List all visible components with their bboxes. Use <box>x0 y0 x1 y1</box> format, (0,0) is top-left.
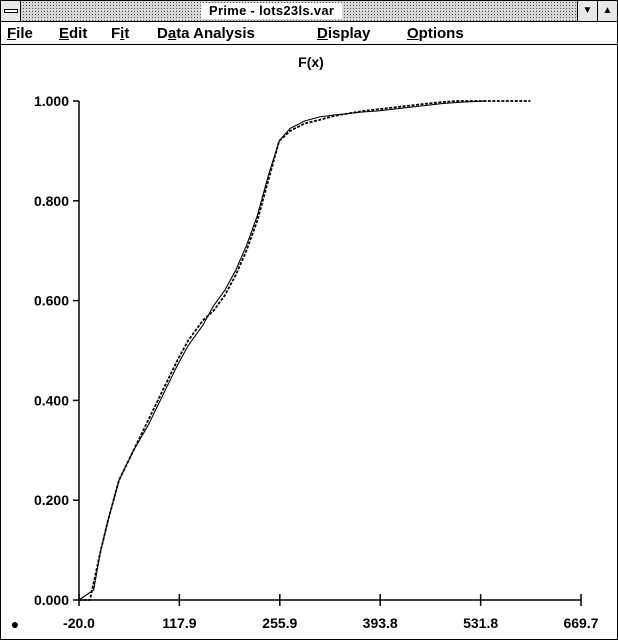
y-tick-label: 0.200 <box>34 492 69 508</box>
fitted-cdf-line <box>78 100 487 601</box>
menu-display-accelerator: D <box>317 25 328 42</box>
menu-file-accelerator: F <box>7 25 17 42</box>
y-tick-label: 0.400 <box>34 392 69 408</box>
menu-fit-rest: t <box>124 25 130 42</box>
menu-data-analysis-rest: ta Analysis <box>176 25 255 42</box>
x-tick-label: 255.9 <box>262 615 297 631</box>
bullet-marker-icon: ● <box>11 616 19 632</box>
menu-file[interactable]: File <box>7 25 33 42</box>
window-title: Prime - lots23ls.var <box>201 3 343 19</box>
menu-edit-rest: dit <box>69 25 88 42</box>
menu-display-rest: isplay <box>327 25 371 42</box>
x-tick-label: -20.0 <box>63 615 95 631</box>
minimize-icon[interactable]: ▼ <box>577 1 597 21</box>
chart-area: F(x) 0.000 0.200 0.400 0.600 0.800 1.000 -20.… <box>1 45 617 639</box>
x-tick-label: 117.9 <box>162 615 196 631</box>
menu-fit-accelerator: i <box>120 25 125 42</box>
system-menu-bar-glyph <box>4 9 18 13</box>
menu-bar: File Edit Fit Data Analysis Display Opti… <box>1 22 617 45</box>
title-bar[interactable]: Prime - lots23ls.var ▼ ▲ <box>1 1 617 22</box>
cdf-chart: F(x) 0.000 0.200 0.400 0.600 0.800 1.000 -20.… <box>11 54 599 632</box>
empirical-cdf-line <box>79 100 531 601</box>
y-tick-group: 0.000 0.200 0.400 0.600 0.800 1.000 <box>34 93 79 608</box>
menu-data-analysis-pre: D <box>157 25 168 42</box>
y-tick-label: 0.600 <box>34 293 69 309</box>
system-menu-icon[interactable] <box>1 1 21 21</box>
chart-title: F(x) <box>298 54 324 70</box>
y-tick-label: 1.000 <box>34 93 69 109</box>
menu-fit-pre: F <box>111 25 121 42</box>
menu-options[interactable]: Options <box>407 25 464 42</box>
menu-options-rest: ptions <box>418 25 464 42</box>
menu-data-analysis-accelerator: a <box>167 25 177 42</box>
y-tick-label: 0.800 <box>34 193 69 209</box>
menu-file-rest: ile <box>16 25 33 42</box>
menu-edit-accelerator: E <box>59 25 70 42</box>
menu-data-analysis[interactable]: Data Analysis <box>157 25 255 42</box>
menu-display[interactable]: Display <box>317 25 370 42</box>
menu-options-accelerator: O <box>407 25 419 42</box>
x-tick-group: -20.0 117.9 255.9 393.8 531.8 669.7 <box>63 594 599 631</box>
maximize-icon[interactable]: ▲ <box>597 1 617 21</box>
menu-edit[interactable]: Edit <box>59 25 87 42</box>
series-group <box>78 100 531 601</box>
x-tick-label: 669.7 <box>563 615 598 631</box>
x-tick-label: 393.8 <box>363 615 398 631</box>
x-tick-label: 531.8 <box>463 615 498 631</box>
menu-fit[interactable]: Fit <box>111 25 129 42</box>
y-tick-label: 0.000 <box>34 592 69 608</box>
